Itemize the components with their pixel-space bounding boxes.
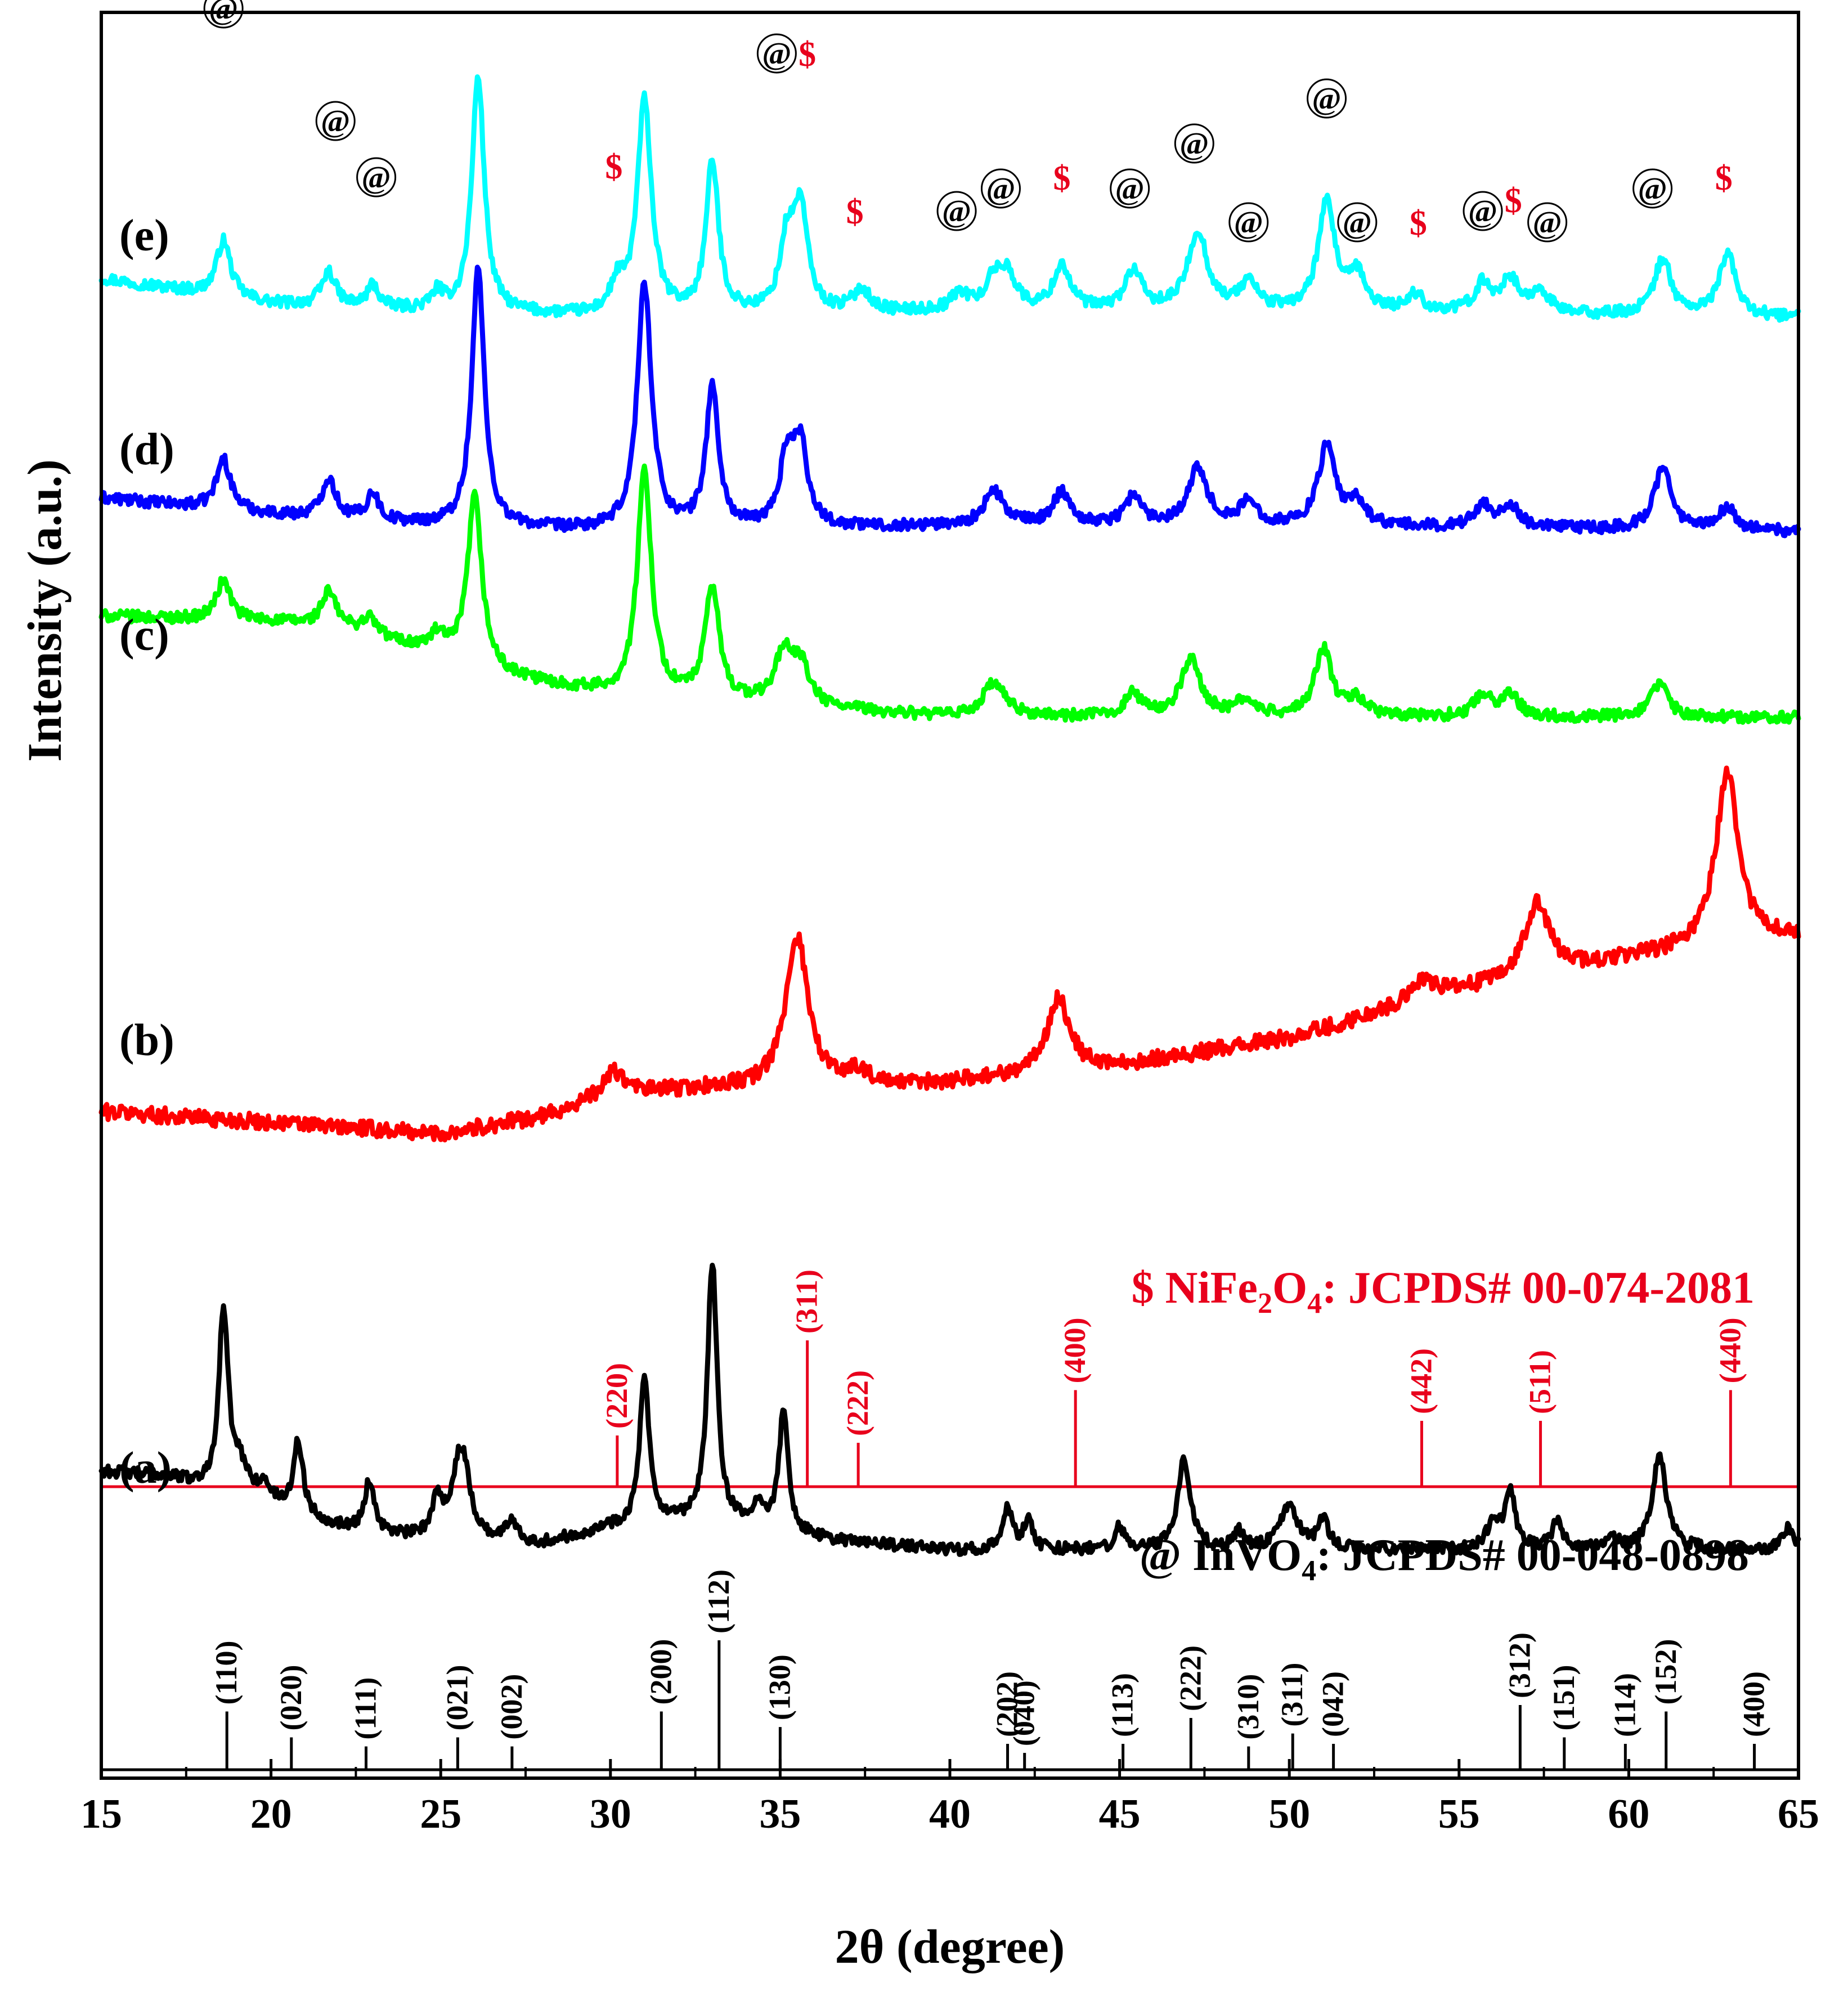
invo4-marker: @ — [1533, 205, 1562, 240]
nife2o4-marker: $ — [1505, 182, 1522, 220]
ref-hkl-invo4: (222) — [1173, 1645, 1207, 1711]
xrd-series-a — [98, 1263, 1801, 1557]
peak-markers: @@@@$@@@$$@@$@@@@@$@$@@$ — [203, 0, 1733, 243]
ref-hkl-invo4: (310) — [1231, 1674, 1265, 1740]
y-axis-label: Intensity (a.u.) — [17, 459, 71, 762]
ref-title-nife2o4: $ NiFe2O4: JCPDS# 00-074-2081 — [1132, 1263, 1755, 1320]
nife2o4-marker: $ — [799, 35, 816, 74]
invo4-marker: @ — [1312, 82, 1342, 116]
invo4-marker-ring — [356, 157, 397, 198]
ref-hkl-invo4: (111) — [348, 1677, 382, 1740]
series-label-a: (a) — [119, 1443, 172, 1493]
invo4-marker: @ — [1234, 205, 1263, 240]
ref-hkl-invo4: (200) — [644, 1639, 678, 1705]
x-tick-label: 15 — [80, 1791, 122, 1837]
x-tick-label: 50 — [1268, 1791, 1310, 1837]
ref-hkl-nife2o4: (400) — [1058, 1317, 1092, 1383]
series-label-e: (e) — [119, 211, 169, 261]
ref-hkl-invo4: (400) — [1737, 1671, 1771, 1737]
ref-hkl-invo4: (202) — [990, 1671, 1024, 1737]
nife2o4-marker: $ — [1053, 159, 1071, 198]
nife2o4-marker: $ — [605, 148, 622, 186]
series-label-b: (b) — [119, 1016, 174, 1065]
ref-hkl-invo4: (114) — [1608, 1673, 1641, 1737]
invo4-marker: @ — [1343, 205, 1372, 240]
ref-hkl-invo4: (110) — [209, 1641, 243, 1705]
invo4-marker: @ — [762, 37, 791, 71]
invo4-marker-ring — [203, 0, 244, 29]
ref-hkl-invo4: (311) — [1275, 1663, 1309, 1727]
nife2o4-marker: $ — [1715, 159, 1733, 198]
invo4-marker: @ — [321, 104, 350, 139]
invo4-marker-ring — [1174, 123, 1214, 164]
x-axis: 15 20 25 30 35 40 45 50 55 60 65 — [80, 1759, 1819, 1837]
x-tick-label: 30 — [590, 1791, 631, 1837]
x-tick-label: 45 — [1099, 1791, 1141, 1837]
xrd-series — [98, 74, 1801, 1557]
invo4-marker: @ — [1468, 194, 1497, 229]
invo4-marker: @ — [942, 194, 971, 229]
x-tick-label: 60 — [1608, 1791, 1649, 1837]
x-tick-label: 35 — [759, 1791, 801, 1837]
invo4-marker: @ — [1638, 172, 1667, 207]
ref-hkl-invo4: (113) — [1106, 1673, 1140, 1737]
invo4-marker-ring — [1110, 168, 1150, 209]
ref-hkl-invo4: (021) — [440, 1665, 474, 1731]
ref-hkl-invo4: (112) — [702, 1569, 735, 1634]
invo4-marker-ring — [756, 33, 797, 74]
nife2o4-marker: $ — [1410, 204, 1427, 243]
xrd-series-c — [98, 463, 1801, 725]
ref-hkl-invo4: (152) — [1649, 1639, 1683, 1705]
xrd-series-b — [98, 765, 1801, 1143]
x-axis-label: 2θ (degree) — [835, 1919, 1065, 1973]
invo4-marker: @ — [1179, 127, 1209, 161]
ref-hkl-invo4: (042) — [1316, 1671, 1350, 1737]
nife2o4-marker: $ — [846, 193, 864, 231]
ref-hkl-invo4: (002) — [495, 1674, 528, 1740]
invo4-marker-ring — [1463, 191, 1503, 231]
invo4-marker: @ — [362, 160, 391, 195]
series-labels: (e) (d) (c) (b) (a) — [119, 211, 174, 1493]
invo4-marker-ring — [315, 101, 356, 141]
ref-hkl-invo4: (151) — [1547, 1665, 1581, 1731]
xrd-series-d — [98, 264, 1801, 539]
invo4-marker-ring — [980, 168, 1021, 209]
x-tick-label: 20 — [250, 1791, 292, 1837]
invo4-marker-ring — [1632, 168, 1673, 209]
invo4-marker-ring — [1337, 202, 1378, 243]
x-tick-label: 25 — [420, 1791, 461, 1837]
invo4-marker-ring — [1527, 202, 1568, 243]
invo4-marker-ring — [936, 191, 977, 231]
invo4-marker-ring — [1228, 202, 1269, 243]
ref-hkl-invo4: (040) — [1007, 1680, 1041, 1746]
xrd-series-e — [98, 74, 1801, 323]
x-tick-label: 65 — [1778, 1791, 1819, 1837]
ref-hkl-nife2o4: (220) — [600, 1363, 634, 1429]
x-tick-label: 55 — [1438, 1791, 1480, 1837]
ref-hkl-nife2o4: (440) — [1713, 1317, 1747, 1383]
x-tick-label: 40 — [929, 1791, 971, 1837]
invo4-marker: @ — [986, 172, 1015, 207]
ref-hkl-nife2o4: (311) — [790, 1269, 824, 1334]
ref-hkl-invo4: (312) — [1502, 1632, 1536, 1698]
ref-hkl-invo4: (020) — [274, 1665, 308, 1731]
plot-frame — [100, 11, 1800, 1780]
invo4-marker-ring — [1307, 78, 1347, 119]
ref-hkl-invo4: (130) — [762, 1654, 796, 1720]
invo4-marker: @ — [1115, 172, 1145, 207]
series-label-c: (c) — [119, 611, 169, 660]
ref-hkl-nife2o4: (442) — [1404, 1348, 1438, 1414]
ref-hkl-nife2o4: (222) — [841, 1370, 874, 1436]
ref-hkl-nife2o4: (511) — [1523, 1350, 1557, 1414]
series-label-d: (d) — [119, 425, 174, 474]
